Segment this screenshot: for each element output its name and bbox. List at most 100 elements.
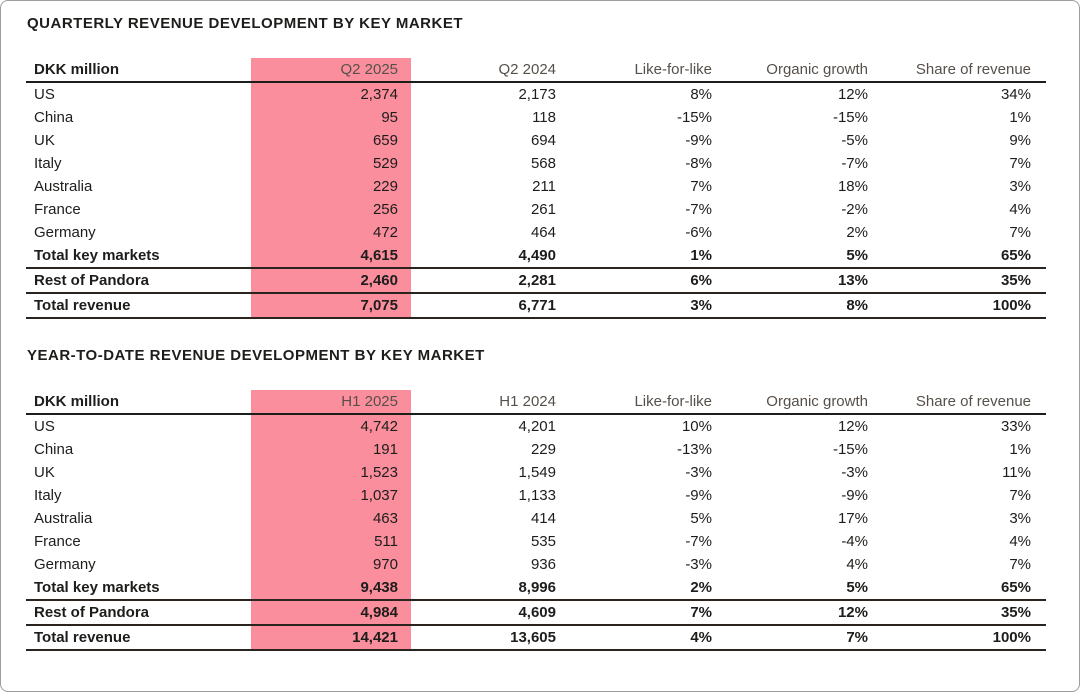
table-row: Rest of Pandora 4,984 4,609 7% 12% 35%: [26, 600, 1046, 625]
cell: 4,742: [251, 414, 411, 438]
table-row: US 4,742 4,201 10% 12% 33%: [26, 414, 1046, 438]
row-label: China: [34, 441, 74, 458]
cell: -15%: [832, 109, 868, 126]
cell: 256: [251, 198, 411, 221]
cell: 2,281: [518, 272, 556, 289]
cell: -9%: [685, 132, 712, 149]
row-label: UK: [34, 132, 55, 149]
cell: 4,609: [518, 604, 556, 621]
row-label: Italy: [34, 487, 62, 504]
cell: -8%: [685, 155, 712, 172]
cell: -6%: [685, 224, 712, 241]
table-row: Australia 229 211 7% 18% 3%: [26, 175, 1046, 198]
cell: -13%: [676, 441, 712, 458]
cell: 95: [251, 106, 411, 129]
cell: -15%: [832, 441, 868, 458]
cell: 10%: [681, 418, 712, 435]
cell: 9,438: [251, 576, 411, 600]
table-row: Germany 472 464 -6% 2% 7%: [26, 221, 1046, 244]
cell: 1,037: [251, 484, 411, 507]
cell: -2%: [841, 201, 868, 218]
row-label: Australia: [34, 510, 93, 527]
table-row: Rest of Pandora 2,460 2,281 6% 13% 35%: [26, 268, 1046, 293]
row-label: US: [34, 418, 55, 435]
cell: 8%: [690, 86, 712, 103]
cell: 970: [251, 553, 411, 576]
row-label: UK: [34, 464, 55, 481]
cell: 568: [530, 155, 556, 172]
table-row: US 2,374 2,173 8% 12% 34%: [26, 82, 1046, 106]
row-label: Rest of Pandora: [34, 604, 150, 621]
cell: 414: [530, 510, 556, 527]
cell: 191: [251, 438, 411, 461]
row-label: China: [34, 109, 74, 126]
row-label: Total key markets: [34, 247, 160, 264]
row-label: Total key markets: [34, 579, 160, 596]
ytd-revenue-table: DKK million H1 2025 H1 2024 Like-for-like Or…: [26, 390, 1046, 651]
cell: 5%: [690, 510, 712, 527]
cell: 211: [532, 178, 556, 195]
cell: 12%: [837, 604, 868, 621]
cell: 7%: [690, 604, 712, 621]
cell: 7%: [1009, 556, 1031, 573]
column-header: Organic growth: [766, 61, 868, 78]
cell: 33%: [1000, 418, 1031, 435]
cell: 35%: [1000, 272, 1031, 289]
cell: 13,605: [510, 629, 556, 646]
column-header: Q2 2024: [498, 61, 556, 78]
cell: 100%: [992, 629, 1031, 646]
cell: 2,173: [518, 86, 556, 103]
cell: 14,421: [251, 625, 411, 650]
cell: 7%: [1009, 224, 1031, 241]
cell: 7%: [1009, 155, 1031, 172]
cell: 118: [532, 109, 556, 126]
quarterly-revenue-section: QUARTERLY REVENUE DEVELOPMENT BY KEY MAR…: [26, 15, 1054, 319]
cell: 4,984: [251, 600, 411, 625]
section-title-ytd: YEAR-TO-DATE REVENUE DEVELOPMENT BY KEY …: [27, 347, 485, 364]
cell: 4%: [846, 556, 868, 573]
cell: 2%: [690, 579, 712, 596]
cell: 3%: [690, 297, 712, 314]
column-header: Share of revenue: [915, 61, 1031, 78]
cell: 100%: [992, 297, 1031, 314]
table-row: Total key markets 9,438 8,996 2% 5% 65%: [26, 576, 1046, 600]
row-label: US: [34, 86, 55, 103]
table-row: Total key markets 4,615 4,490 1% 5% 65%: [26, 244, 1046, 268]
cell: 7%: [1009, 487, 1031, 504]
row-label-header: DKK million: [34, 393, 119, 410]
column-header: Q2 2025: [251, 58, 411, 82]
row-label: Total revenue: [34, 629, 131, 646]
cell: 694: [530, 132, 556, 149]
column-header: Organic growth: [766, 393, 868, 410]
cell: 4%: [1009, 201, 1031, 218]
cell: 3%: [1009, 178, 1031, 195]
cell: 1,523: [251, 461, 411, 484]
row-label: Australia: [34, 178, 93, 195]
cell: 7%: [690, 178, 712, 195]
table-row: Australia 463 414 5% 17% 3%: [26, 507, 1046, 530]
cell: 4,201: [518, 418, 556, 435]
cell: 261: [530, 201, 556, 218]
table-row: France 256 261 -7% -2% 4%: [26, 198, 1046, 221]
table-row: Total revenue 14,421 13,605 4% 7% 100%: [26, 625, 1046, 650]
cell: -7%: [685, 201, 712, 218]
cell: 65%: [1000, 247, 1031, 264]
cell: 936: [530, 556, 556, 573]
cell: 464: [530, 224, 556, 241]
cell: 65%: [1000, 579, 1031, 596]
cell: -3%: [685, 556, 712, 573]
table-row: Italy 1,037 1,133 -9% -9% 7%: [26, 484, 1046, 507]
cell: -4%: [841, 533, 868, 550]
cell: 511: [251, 530, 411, 553]
cell: 12%: [837, 86, 868, 103]
row-label: Italy: [34, 155, 62, 172]
cell: -3%: [841, 464, 868, 481]
cell: -5%: [841, 132, 868, 149]
cell: 4,615: [251, 244, 411, 268]
column-header: H1 2024: [499, 393, 556, 410]
cell: 4%: [1009, 533, 1031, 550]
column-header: Like-for-like: [634, 393, 712, 410]
row-label: Germany: [34, 556, 96, 573]
cell: 1,133: [518, 487, 556, 504]
cell: 4%: [690, 629, 712, 646]
